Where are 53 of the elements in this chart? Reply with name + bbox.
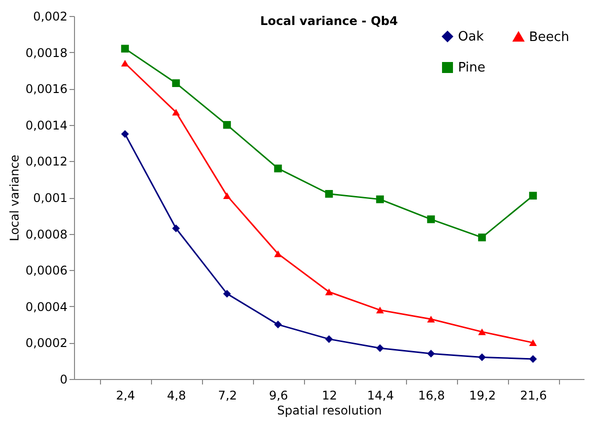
legend-label: Pine — [458, 60, 486, 76]
x-tick-label: 4,8 — [166, 388, 186, 402]
point — [172, 108, 180, 116]
y-tick-label: 0,0018 — [26, 46, 68, 60]
point — [529, 355, 537, 363]
point — [121, 44, 129, 53]
y-tick-label: 0,0002 — [26, 336, 68, 350]
point — [427, 316, 435, 322]
point — [325, 335, 333, 343]
point — [478, 353, 486, 362]
y-tick-label: 0,0016 — [26, 82, 68, 96]
y-tick-label: 0,0014 — [26, 118, 68, 132]
y-tick-label: 0,0008 — [26, 227, 68, 242]
point — [376, 195, 384, 204]
point — [274, 320, 282, 328]
point — [274, 164, 282, 172]
y-tick-label: 0,0006 — [26, 264, 68, 278]
y-tick-label: 0,0004 — [26, 300, 68, 314]
y-tick-label: 0,0012 — [26, 154, 68, 169]
point — [529, 339, 537, 346]
x-tick-label: 19,2 — [469, 388, 496, 402]
y-tick-label: 0,002 — [33, 10, 68, 24]
point — [172, 79, 180, 88]
y-axis-title: Local variance — [8, 154, 22, 242]
x-axis-title: Spatial resolution — [277, 404, 382, 418]
point — [325, 288, 333, 296]
point — [529, 192, 537, 200]
x-tick-label: 21,6 — [520, 388, 547, 402]
point — [376, 344, 384, 352]
point — [427, 215, 435, 224]
point — [274, 250, 282, 258]
legend-label: Beech — [529, 30, 570, 45]
y-tick-label: 0 — [60, 372, 68, 386]
point — [121, 60, 129, 67]
point — [376, 306, 384, 314]
point — [223, 121, 231, 129]
point — [478, 328, 486, 336]
x-tick-label: 16,8 — [418, 388, 445, 402]
point — [478, 234, 486, 242]
x-tick-label: 9,6 — [268, 388, 288, 402]
point — [223, 192, 231, 200]
point — [427, 350, 435, 358]
x-tick-label: 2,4 — [116, 388, 136, 402]
y-tick-label: 0,001 — [33, 191, 68, 205]
point — [121, 130, 129, 138]
x-tick-label: 7,2 — [218, 388, 238, 402]
x-tick-label: 14,4 — [367, 388, 394, 402]
point — [325, 190, 333, 198]
chart-title: Local variance - Qb4 — [260, 14, 398, 28]
legend-label: Oak — [458, 30, 484, 45]
x-tick-label: 12 — [322, 388, 338, 402]
point — [223, 290, 231, 298]
point — [172, 224, 180, 232]
